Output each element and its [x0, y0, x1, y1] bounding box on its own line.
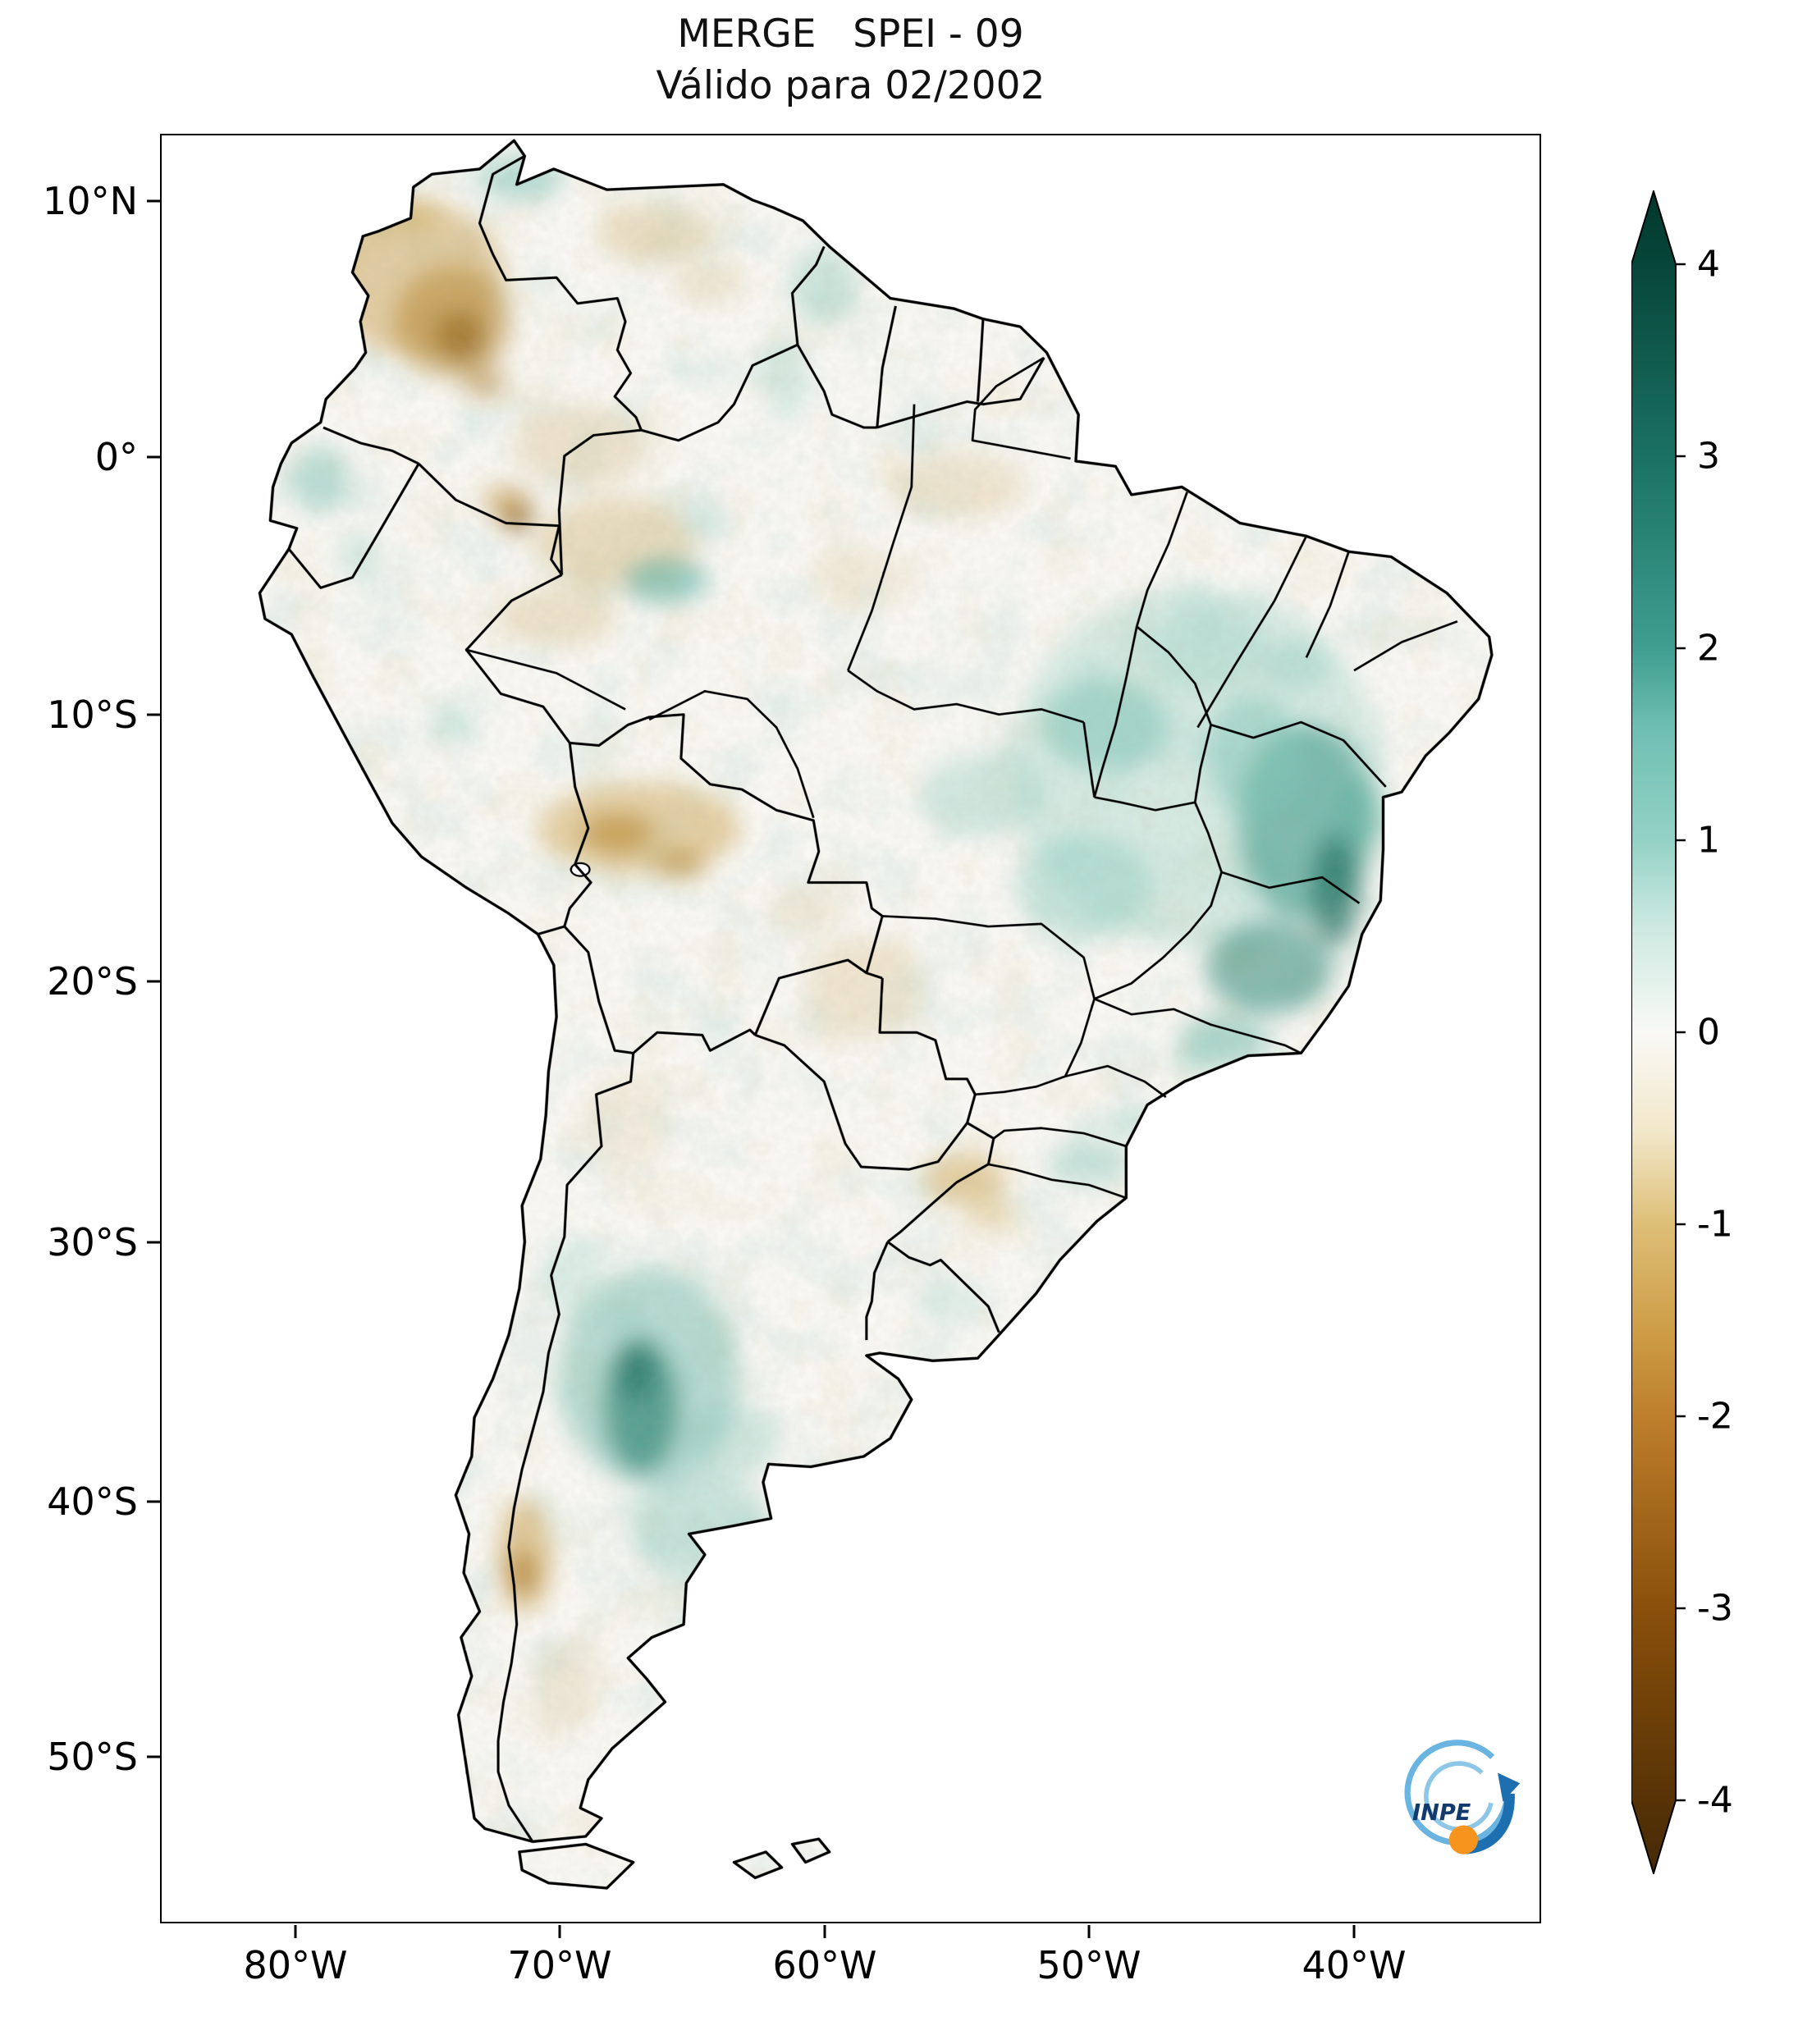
colorbar-gradient [1631, 188, 1686, 1877]
logo-swirl-inner [1424, 1761, 1494, 1831]
colorbar-tick-label: -2 [1697, 1395, 1733, 1438]
colorbar: 4 3 2 1 0 -1 -2 -3 -4 [1631, 188, 1763, 1877]
colorbar-tick-label: -4 [1697, 1779, 1733, 1822]
y-tick-label: 0° [94, 435, 138, 479]
y-tick-label: 40°S [47, 1479, 138, 1524]
x-tick-mark [1087, 1925, 1091, 1938]
logo-arrow-head [1498, 1772, 1521, 1802]
inpe-logo-text: INPE [1412, 1800, 1471, 1826]
map-plot-area: INPE [160, 134, 1541, 1923]
colorbar-tick-marks [1676, 263, 1686, 1802]
colorbar-tick-label: 3 [1697, 435, 1720, 478]
x-tick-label: 50°W [1036, 1943, 1141, 1987]
spei-raster [259, 140, 1492, 1889]
south-america-map [258, 139, 1494, 1890]
coastline [258, 139, 1494, 1890]
y-tick-mark [147, 980, 160, 983]
logo-swirl-outer [1404, 1740, 1510, 1845]
colorbar-tick-label: -1 [1697, 1203, 1733, 1246]
colorbar-tick-label: 4 [1697, 243, 1720, 286]
colorbar-tick-label: 0 [1697, 1011, 1720, 1054]
y-tick-mark [147, 713, 160, 716]
title-line-2: Válido para 02/2002 [656, 63, 1045, 108]
colorbar-tick-label: 2 [1697, 627, 1720, 670]
colorbar-tick-label: -3 [1697, 1587, 1733, 1630]
logo-orange-dot [1448, 1825, 1478, 1854]
inpe-logo: INPE [1393, 1731, 1524, 1867]
x-tick-label: 70°W [507, 1943, 612, 1987]
colorbar-tick-label: 1 [1697, 819, 1720, 862]
x-tick-mark [294, 1925, 297, 1938]
x-tick-label: 40°W [1302, 1943, 1407, 1987]
y-tick-mark [147, 1500, 160, 1503]
y-tick-mark [147, 1755, 160, 1758]
y-tick-mark [147, 199, 160, 203]
y-tick-label: 50°S [47, 1735, 138, 1779]
figure-title: MERGE SPEI - 09 Válido para 02/2002 [160, 8, 1541, 112]
inpe-logo-graphic: INPE [1404, 1740, 1521, 1854]
y-tick-label: 10°S [47, 693, 138, 737]
y-tick-label: 30°S [47, 1220, 138, 1264]
y-tick-label: 10°N [43, 179, 138, 223]
y-tick-mark [147, 1241, 160, 1244]
title-line-1: MERGE SPEI - 09 [677, 11, 1024, 57]
x-tick-mark [823, 1925, 826, 1938]
y-tick-mark [147, 455, 160, 459]
x-tick-label: 60°W [772, 1943, 877, 1987]
y-tick-label: 20°S [47, 959, 138, 1004]
x-tick-mark [1352, 1925, 1356, 1938]
x-tick-mark [558, 1925, 561, 1938]
state-borders [465, 356, 1458, 1200]
x-tick-label: 80°W [243, 1943, 348, 1987]
